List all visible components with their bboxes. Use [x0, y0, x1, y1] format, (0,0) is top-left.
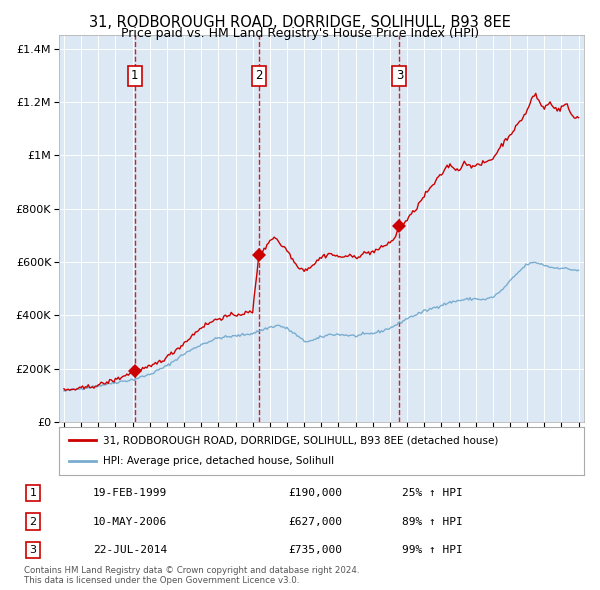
Text: 19-FEB-1999: 19-FEB-1999: [93, 489, 167, 498]
Text: HPI: Average price, detached house, Solihull: HPI: Average price, detached house, Soli…: [103, 457, 335, 467]
Text: 10-MAY-2006: 10-MAY-2006: [93, 517, 167, 526]
Text: 25% ↑ HPI: 25% ↑ HPI: [402, 489, 463, 498]
Text: £627,000: £627,000: [288, 517, 342, 526]
Text: Contains HM Land Registry data © Crown copyright and database right 2024.
This d: Contains HM Land Registry data © Crown c…: [24, 566, 359, 585]
Text: 2: 2: [255, 70, 263, 83]
Text: 3: 3: [395, 70, 403, 83]
Text: 31, RODBOROUGH ROAD, DORRIDGE, SOLIHULL, B93 8EE (detached house): 31, RODBOROUGH ROAD, DORRIDGE, SOLIHULL,…: [103, 435, 499, 445]
Text: 1: 1: [131, 70, 139, 83]
Text: £190,000: £190,000: [288, 489, 342, 498]
Text: 89% ↑ HPI: 89% ↑ HPI: [402, 517, 463, 526]
Text: 3: 3: [29, 545, 37, 555]
Text: 22-JUL-2014: 22-JUL-2014: [93, 545, 167, 555]
Text: 1: 1: [29, 489, 37, 498]
Text: 2: 2: [29, 517, 37, 526]
Text: 99% ↑ HPI: 99% ↑ HPI: [402, 545, 463, 555]
Text: £735,000: £735,000: [288, 545, 342, 555]
Text: Price paid vs. HM Land Registry's House Price Index (HPI): Price paid vs. HM Land Registry's House …: [121, 27, 479, 40]
Text: 31, RODBOROUGH ROAD, DORRIDGE, SOLIHULL, B93 8EE: 31, RODBOROUGH ROAD, DORRIDGE, SOLIHULL,…: [89, 15, 511, 30]
